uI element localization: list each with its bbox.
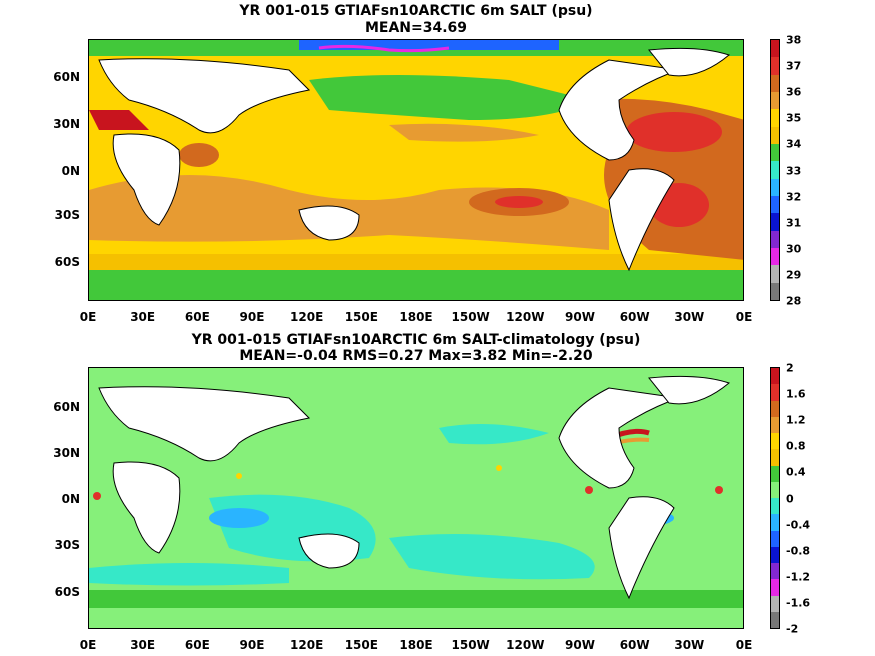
panel1-lon-label: 120E xyxy=(290,310,324,324)
panel2-map xyxy=(88,367,744,629)
panel1-lat-label: 30N xyxy=(53,117,80,131)
panel1-lon-label: 0E xyxy=(735,310,753,324)
panel1-map xyxy=(88,39,744,301)
panel1-subtitle: MEAN=34.69 xyxy=(364,20,468,36)
colorbar-tick-label: 0.8 xyxy=(786,439,806,453)
panel2-lat-label: 60N xyxy=(53,400,80,414)
panel2-lon-label: 120W xyxy=(506,638,545,652)
colorbar-tick-label: -1.2 xyxy=(786,570,811,584)
panel2-title: YR 001-015 GTIAFsn10ARCTIC 6m SALT-clima… xyxy=(191,332,641,348)
panel1-lon-label: 150E xyxy=(344,310,378,324)
panel2-colorbar xyxy=(770,367,780,629)
colorbar-tick-label: 37 xyxy=(786,59,802,73)
panel1-lat-label: 30S xyxy=(54,208,80,222)
panel2-lon-label: 30E xyxy=(130,638,156,652)
panel1-lon-label: 30E xyxy=(130,310,156,324)
panel2-lon-label: 90W xyxy=(565,638,595,652)
colorbar-tick-label: -0.4 xyxy=(786,518,811,532)
panel1-lon-label: 90W xyxy=(565,310,595,324)
colorbar-tick-label: 0.4 xyxy=(786,465,806,479)
panel2-lon-label: 0E xyxy=(79,638,97,652)
colorbar-tick-label: 32 xyxy=(786,190,802,204)
panel2-lat-label: 0N xyxy=(61,492,80,506)
panel2-lon-label: 0E xyxy=(735,638,753,652)
colorbar-tick-label: 33 xyxy=(786,164,802,177)
panel2-lon-label: 120E xyxy=(290,638,324,652)
colorbar-tick-label: 38 xyxy=(786,33,802,47)
colorbar-tick-label: -0.8 xyxy=(786,544,811,558)
colorbar-tick-label: 2 xyxy=(786,361,794,375)
panel2-lat-label: 60S xyxy=(54,585,80,599)
colorbar-tick-label: -2 xyxy=(786,622,799,636)
colorbar-tick-label: 36 xyxy=(786,85,802,99)
panel1-title: YR 001-015 GTIAFsn10ARCTIC 6m SALT (psu) xyxy=(239,3,593,19)
panel1-lon-label: 30W xyxy=(674,310,705,324)
panel1-lat-label: 60N xyxy=(53,70,80,84)
panel1-lat-label: 0N xyxy=(61,164,80,178)
colorbar-tick-label: 29 xyxy=(786,268,802,282)
panel2-lon-label: 180E xyxy=(399,638,433,652)
colorbar-tick-label: -1.6 xyxy=(786,596,811,610)
colorbar-tick-label: 34 xyxy=(786,137,802,151)
colorbar-tick-label: 28 xyxy=(786,294,802,308)
panel2-lon-label: 30W xyxy=(674,638,705,652)
panel2-lon-label: 150E xyxy=(344,638,378,652)
panel2-lon-label: 150W xyxy=(451,638,490,652)
panel1-lon-label: 180E xyxy=(399,310,433,324)
panel1-lon-label: 120W xyxy=(506,310,545,324)
panel2-lon-label: 60W xyxy=(619,638,650,652)
colorbar-tick-label: 1.2 xyxy=(786,413,806,427)
colorbar-tick-label: 31 xyxy=(786,216,802,230)
panel2-lon-label: 90E xyxy=(239,638,265,652)
colorbar-tick-label: 0 xyxy=(786,492,794,505)
panel2-lat-label: 30N xyxy=(53,446,80,460)
panel2-lat-label: 30S xyxy=(54,538,80,552)
panel1-colorbar xyxy=(770,39,780,301)
panel1-lat-label: 60S xyxy=(54,255,80,269)
colorbar-tick-label: 30 xyxy=(786,242,802,256)
panel1-lon-label: 0E xyxy=(79,310,97,324)
panel2-lon-label: 60E xyxy=(184,638,210,652)
panel1-lon-label: 90E xyxy=(239,310,265,324)
panel1-lon-label: 60E xyxy=(184,310,210,324)
panel1-lon-label: 60W xyxy=(619,310,650,324)
panel1-lon-label: 150W xyxy=(451,310,490,324)
colorbar-tick-label: 1.6 xyxy=(786,387,806,401)
colorbar-tick-label: 35 xyxy=(786,111,802,125)
panel2-subtitle: MEAN=-0.04 RMS=0.27 Max=3.82 Min=-2.20 xyxy=(239,348,593,364)
